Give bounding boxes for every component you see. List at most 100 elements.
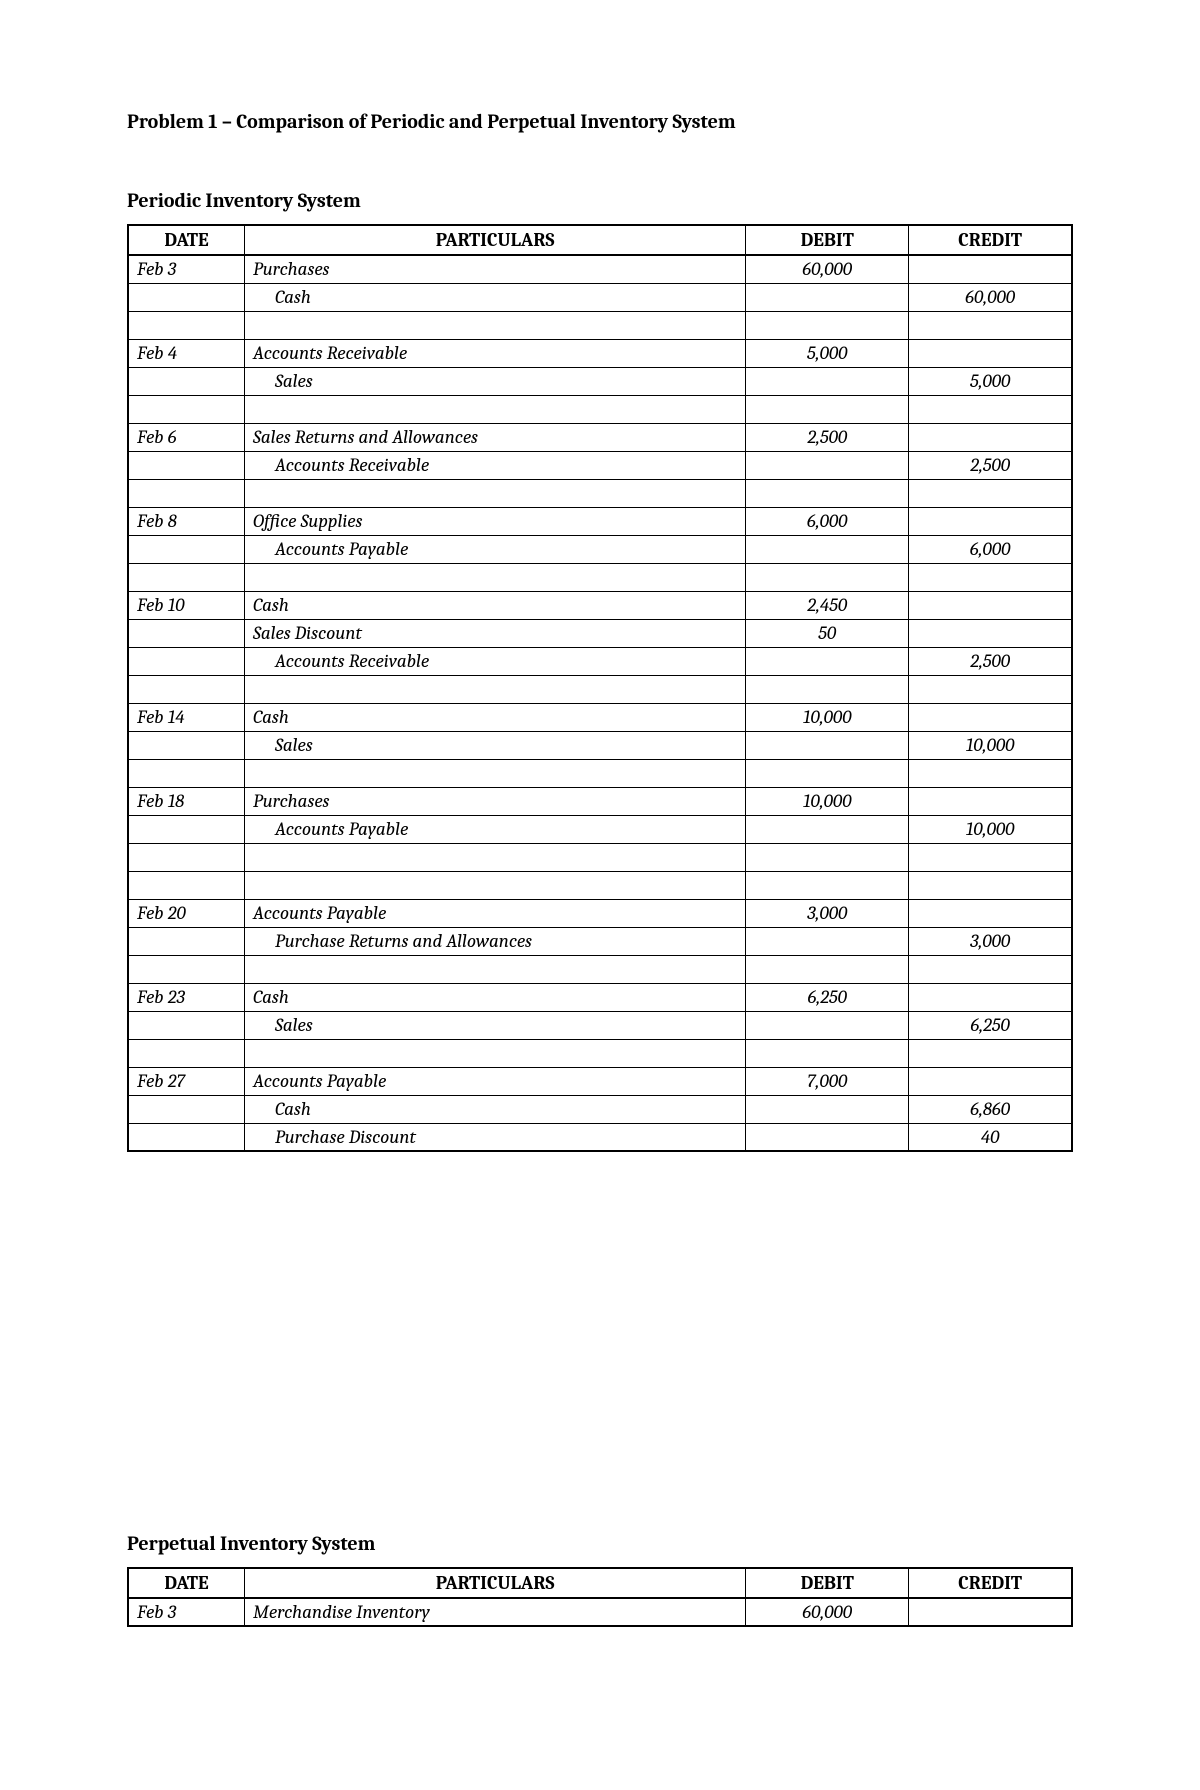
cell-date: Feb 4 bbox=[128, 339, 245, 367]
cell-particulars: Merchandise Inventory bbox=[245, 1598, 746, 1626]
cell-credit bbox=[909, 423, 1072, 451]
cell-credit: 2,500 bbox=[909, 647, 1072, 675]
empty-cell bbox=[245, 843, 746, 871]
table-row: Feb 4Accounts Receivable5,000 bbox=[128, 339, 1072, 367]
empty-cell bbox=[245, 479, 746, 507]
cell-credit bbox=[909, 507, 1072, 535]
empty-cell bbox=[746, 675, 909, 703]
empty-cell bbox=[746, 311, 909, 339]
table-row: Cash60,000 bbox=[128, 283, 1072, 311]
cell-debit: 60,000 bbox=[746, 1598, 909, 1626]
cell-particulars: Cash bbox=[245, 591, 746, 619]
table-row: Accounts Receivable 2,500 bbox=[128, 647, 1072, 675]
cell-credit: 40 bbox=[909, 1123, 1072, 1151]
table-row bbox=[128, 843, 1072, 871]
empty-cell bbox=[909, 395, 1072, 423]
cell-particulars: Purchases bbox=[245, 255, 746, 283]
cell-particulars: Accounts Receivable bbox=[245, 451, 746, 479]
table-row: Accounts Receivable 2,500 bbox=[128, 451, 1072, 479]
table-row: Purchase Returns and Allowances3,000 bbox=[128, 927, 1072, 955]
cell-date bbox=[128, 283, 245, 311]
empty-cell bbox=[245, 311, 746, 339]
cell-particulars: Accounts Receivable bbox=[245, 339, 746, 367]
empty-cell bbox=[128, 563, 245, 591]
empty-cell bbox=[245, 675, 746, 703]
cell-particulars: Cash bbox=[245, 703, 746, 731]
table-row bbox=[128, 395, 1072, 423]
empty-cell bbox=[746, 479, 909, 507]
perpetual-table: DATE PARTICULARS DEBIT CREDIT Feb 3Merch… bbox=[127, 1567, 1073, 1627]
cell-date bbox=[128, 451, 245, 479]
col-header-particulars: PARTICULARS bbox=[245, 225, 746, 255]
cell-date bbox=[128, 815, 245, 843]
cell-particulars: Purchase Discount bbox=[245, 1123, 746, 1151]
table-row: Feb 6Sales Returns and Allowances2,500 bbox=[128, 423, 1072, 451]
table-header-row: DATE PARTICULARS DEBIT CREDIT bbox=[128, 1568, 1072, 1598]
cell-debit: 7,000 bbox=[746, 1067, 909, 1095]
empty-cell bbox=[128, 871, 245, 899]
cell-debit: 3,000 bbox=[746, 899, 909, 927]
table-row: Feb 10Cash2,450 bbox=[128, 591, 1072, 619]
empty-cell bbox=[128, 479, 245, 507]
cell-credit: 6,000 bbox=[909, 535, 1072, 563]
cell-particulars: Accounts Payable bbox=[245, 1067, 746, 1095]
empty-cell bbox=[128, 395, 245, 423]
cell-particulars: Accounts Receivable bbox=[245, 647, 746, 675]
table-row: Feb 3Merchandise Inventory60,000 bbox=[128, 1598, 1072, 1626]
table-row bbox=[128, 563, 1072, 591]
cell-particulars: Accounts Payable bbox=[245, 815, 746, 843]
table-row: Purchase Discount 40 bbox=[128, 1123, 1072, 1151]
empty-cell bbox=[128, 955, 245, 983]
cell-credit bbox=[909, 591, 1072, 619]
cell-credit bbox=[909, 703, 1072, 731]
cell-credit bbox=[909, 255, 1072, 283]
cell-date bbox=[128, 535, 245, 563]
periodic-subtitle: Periodic Inventory System bbox=[127, 189, 1073, 212]
table-row: Cash6,860 bbox=[128, 1095, 1072, 1123]
cell-credit: 2,500 bbox=[909, 451, 1072, 479]
empty-cell bbox=[245, 563, 746, 591]
table-row: Feb 3Purchases60,000 bbox=[128, 255, 1072, 283]
empty-cell bbox=[245, 955, 746, 983]
empty-cell bbox=[746, 843, 909, 871]
table-row: Sales 6,250 bbox=[128, 1011, 1072, 1039]
empty-cell bbox=[128, 843, 245, 871]
cell-particulars: Sales bbox=[245, 1011, 746, 1039]
cell-debit bbox=[746, 815, 909, 843]
cell-date bbox=[128, 647, 245, 675]
cell-credit bbox=[909, 1598, 1072, 1626]
cell-date: Feb 27 bbox=[128, 1067, 245, 1095]
cell-debit bbox=[746, 731, 909, 759]
cell-debit: 10,000 bbox=[746, 703, 909, 731]
cell-credit: 10,000 bbox=[909, 815, 1072, 843]
cell-debit: 2,500 bbox=[746, 423, 909, 451]
cell-particulars: Purchase Returns and Allowances bbox=[245, 927, 746, 955]
cell-credit: 6,860 bbox=[909, 1095, 1072, 1123]
cell-debit bbox=[746, 927, 909, 955]
cell-particulars: Office Supplies bbox=[245, 507, 746, 535]
table-row: Accounts Payable 10,000 bbox=[128, 815, 1072, 843]
empty-cell bbox=[909, 843, 1072, 871]
cell-particulars: Sales bbox=[245, 367, 746, 395]
col-header-debit: DEBIT bbox=[746, 1568, 909, 1598]
empty-cell bbox=[909, 675, 1072, 703]
page: Problem 1 – Comparison of Periodic and P… bbox=[0, 0, 1200, 1687]
cell-credit bbox=[909, 619, 1072, 647]
cell-credit: 60,000 bbox=[909, 283, 1072, 311]
col-header-date: DATE bbox=[128, 1568, 245, 1598]
col-header-credit: CREDIT bbox=[909, 225, 1072, 255]
empty-cell bbox=[909, 759, 1072, 787]
cell-date: Feb 3 bbox=[128, 255, 245, 283]
cell-particulars: Accounts Payable bbox=[245, 535, 746, 563]
cell-credit: 6,250 bbox=[909, 1011, 1072, 1039]
cell-date: Feb 20 bbox=[128, 899, 245, 927]
empty-cell bbox=[245, 871, 746, 899]
page-gap bbox=[127, 1152, 1073, 1532]
table-row bbox=[128, 675, 1072, 703]
empty-cell bbox=[746, 871, 909, 899]
empty-cell bbox=[909, 563, 1072, 591]
table-row: Sales5,000 bbox=[128, 367, 1072, 395]
cell-date: Feb 3 bbox=[128, 1598, 245, 1626]
empty-cell bbox=[245, 395, 746, 423]
empty-cell bbox=[128, 311, 245, 339]
